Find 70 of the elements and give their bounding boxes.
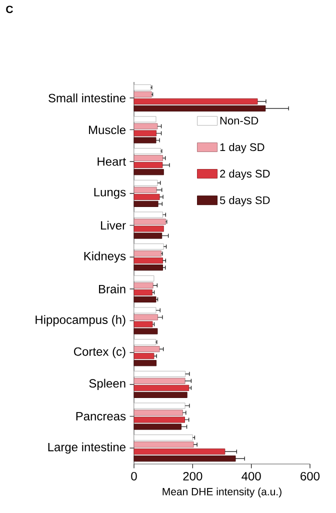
bar [134, 353, 154, 360]
x-tick-label: 400 [242, 472, 261, 480]
legend-label: Non-SD [220, 116, 258, 125]
bar [134, 91, 152, 98]
bar [134, 226, 164, 232]
bar [134, 416, 185, 423]
bar [134, 250, 162, 257]
bar [134, 275, 154, 282]
bar [134, 346, 160, 352]
y-tick-label: Cortex (c) [74, 346, 126, 358]
bar [134, 314, 158, 320]
bar [134, 186, 157, 193]
bar [134, 194, 160, 200]
bar [134, 378, 186, 384]
bar [134, 218, 166, 225]
legend-label: 1 day SD [220, 142, 264, 154]
bar [134, 384, 190, 391]
x-tick-label: 600 [300, 472, 320, 480]
y-tick-label: Muscle [89, 125, 126, 134]
y-tick-label: Pancreas [76, 412, 126, 420]
y-tick-label: Large intestine [48, 442, 126, 454]
bar [134, 212, 163, 218]
bar [134, 105, 266, 112]
bar [134, 84, 151, 90]
bar [134, 392, 188, 398]
legend-label: 5 days SD [220, 196, 270, 206]
bar [134, 307, 156, 314]
bar [134, 370, 186, 377]
bar [134, 169, 164, 176]
bar [134, 424, 182, 430]
bar [134, 137, 156, 144]
bar [134, 434, 193, 441]
bar [134, 282, 154, 288]
bar [134, 244, 164, 250]
bar [134, 180, 158, 186]
bar [134, 448, 226, 455]
bar [134, 130, 157, 136]
bar [134, 116, 156, 122]
bar [134, 296, 156, 302]
y-tick-label: Spleen [89, 378, 126, 390]
bar [134, 264, 163, 271]
y-tick-label: Hippocampus (h) [36, 315, 126, 326]
bar [134, 410, 183, 416]
y-tick-label: Lungs [94, 188, 126, 199]
bar [134, 148, 161, 154]
bar [134, 402, 186, 409]
bar [134, 321, 153, 328]
bar [134, 232, 162, 239]
bar [134, 123, 158, 130]
bar [134, 98, 258, 104]
bar [134, 360, 157, 366]
y-tick-label: Liver [101, 220, 126, 230]
x-tick-label: 0 [131, 472, 137, 480]
y-tick-label: Heart [98, 157, 126, 166]
bar [134, 339, 156, 346]
text: C [6, 6, 13, 14]
bar [134, 258, 163, 264]
bar [134, 162, 163, 168]
bar [134, 328, 158, 334]
bar [134, 200, 158, 207]
y-tick-label: Brain [99, 284, 126, 294]
x-tick-label: 200 [183, 472, 202, 480]
bar [134, 442, 194, 448]
y-tick-label: Small intestine [48, 94, 126, 102]
bar [134, 456, 236, 462]
y-tick-label: Kidneys [84, 251, 126, 263]
bar [134, 155, 163, 162]
legend-label: 2 days SD [220, 170, 270, 180]
x-axis-title: Mean DHE intensity (a.u.) [162, 488, 282, 498]
bar [134, 289, 152, 296]
